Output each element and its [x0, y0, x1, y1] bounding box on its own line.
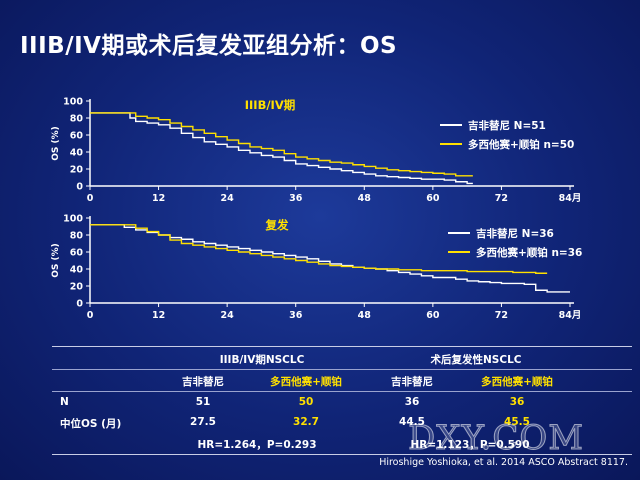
y-tick-label: 40	[70, 265, 84, 276]
arm-header-gefitinib-1: 吉非替尼	[182, 376, 224, 388]
legend-label-1: 吉非替尼 N=36	[476, 227, 554, 240]
arm-header-dp-2: 多西他赛+顺铂	[481, 376, 553, 388]
legend-label-2: 多西他赛+顺铂 n=50	[468, 138, 574, 151]
watermark: DXY.COM	[407, 418, 585, 459]
x-tick-label: 60	[426, 193, 440, 204]
median-os-gefitinib-1: 27.5	[190, 416, 216, 428]
x-tick-label: 24	[221, 310, 235, 321]
y-tick-label: 40	[70, 148, 84, 159]
x-tick-label: 84月	[559, 193, 582, 204]
page-title: IIIB/IV期或术后复发亚组分析：OS	[20, 33, 398, 59]
x-tick-label: 36	[289, 310, 303, 321]
row-label-median-os: 中位OS (月)	[60, 418, 122, 430]
x-tick-label: 0	[87, 310, 94, 321]
y-tick-label: 80	[70, 231, 84, 242]
x-tick-label: 36	[289, 193, 303, 204]
x-tick-label: 60	[426, 310, 440, 321]
citation: Hiroshige Yoshioka, et al. 2014 ASCO Abs…	[379, 457, 628, 468]
y-tick-label: 80	[70, 114, 84, 125]
y-tick-label: 0	[76, 299, 83, 310]
x-tick-label: 12	[152, 193, 165, 204]
x-tick-label: 72	[495, 310, 508, 321]
x-tick-label: 72	[495, 193, 508, 204]
series-line-2	[90, 224, 548, 274]
series-line-1	[90, 112, 473, 185]
arm-header-gefitinib-2: 吉非替尼	[391, 376, 433, 388]
x-tick-label: 48	[358, 310, 372, 321]
legend-label-2: 多西他赛+顺铂 n=36	[476, 246, 582, 259]
table-header-rule	[52, 369, 632, 370]
series-line-2	[90, 112, 473, 177]
legend-label-1: 吉非替尼 N=51	[468, 119, 546, 132]
group-header-recurrence: 术后复发性NSCLC	[430, 354, 522, 366]
x-tick-label: 0	[87, 193, 94, 204]
y-tick-label: 60	[70, 131, 84, 142]
chart-subtitle: 复发	[265, 218, 289, 232]
y-tick-label: 20	[70, 165, 84, 176]
chart-subtitle: IIIB/IV期	[245, 98, 295, 112]
x-tick-label: 48	[358, 193, 372, 204]
y-tick-label: 60	[70, 248, 84, 259]
y-tick-label: 0	[76, 182, 83, 193]
chart-stage-iiib-iv: 0 20 40 60 80 100 0 12 24 36 48 60 72 84月 OS (%) IIIB/I…	[51, 97, 582, 205]
y-tick-label: 100	[63, 97, 83, 108]
median-os-dp-1: 32.7	[293, 416, 319, 428]
group-header-stage: IIIB/IV期NSCLC	[219, 354, 305, 366]
series-line-1	[90, 224, 570, 293]
y-tick-label: 20	[70, 282, 84, 293]
row-label-n: N	[60, 396, 69, 408]
arm-header-dp-1: 多西他赛+顺铂	[270, 376, 342, 388]
table-body-rule	[52, 391, 632, 392]
y-axis-label: OS (%)	[51, 126, 61, 161]
n-gefitinib-1: 51	[195, 396, 211, 408]
x-tick-label: 12	[152, 310, 165, 321]
x-tick-label: 84月	[559, 310, 582, 321]
n-dp-1: 50	[298, 396, 314, 408]
table-top-rule	[52, 346, 632, 347]
x-tick-label: 24	[221, 193, 235, 204]
hazard-ratio-stage: HR=1.264，P=0.293	[197, 439, 317, 451]
n-dp-2: 36	[509, 396, 525, 408]
y-axis-label: OS (%)	[51, 243, 61, 278]
y-tick-label: 100	[63, 214, 83, 225]
n-gefitinib-2: 36	[404, 396, 420, 408]
chart-recurrence: 0 20 40 60 80 100 0 12 24 36 48 60 72 84月 OS (%) 复发吉非替尼…	[51, 214, 582, 322]
